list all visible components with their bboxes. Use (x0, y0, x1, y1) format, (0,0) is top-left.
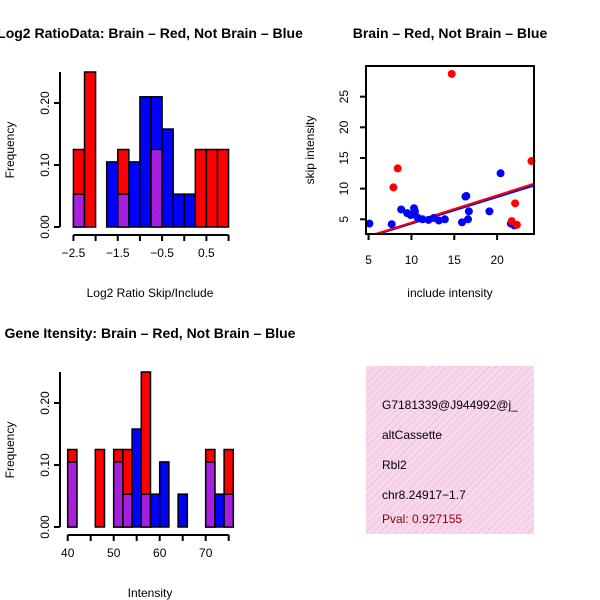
x-tick-label: 70 (199, 546, 213, 560)
histogram-bar (216, 148, 230, 228)
not-brain-point (458, 218, 466, 227)
intensity-hist-bars (66, 371, 235, 528)
histogram-overlap-bar (72, 193, 86, 228)
intensity-hist-ylabel: Frequency (3, 422, 17, 479)
not-brain-point (397, 205, 406, 214)
ratio-hist-ylabel: Frequency (3, 122, 17, 179)
scatter-ylabel: skip intensity (303, 116, 317, 185)
y-tick-label: 0.10 (38, 153, 52, 177)
x-tick-label: −2.5 (62, 246, 86, 260)
histogram-overlap-bar (66, 461, 78, 528)
y-tick-label: 0.20 (38, 391, 52, 415)
x-tick-label: 15 (448, 253, 462, 267)
histogram-bar (177, 493, 189, 528)
x-tick-label: 40 (61, 546, 75, 560)
not-brain-point (464, 215, 472, 224)
event-id-text: G7181339@J944992@j_ (382, 398, 518, 412)
ratio-hist-xlabel: Log2 Ratio Skip/Include (87, 286, 214, 300)
histogram-overlap-bar (204, 461, 216, 528)
y-tick-label: 0.00 (38, 215, 52, 239)
histogram-bar (94, 448, 106, 528)
location-text: chr8.24917−1.7 (382, 488, 466, 502)
scatter-title: Brain – Red, Not Brain – Blue (353, 25, 548, 41)
y-tick-label: 25 (337, 90, 351, 104)
scatter-frame (365, 65, 535, 235)
y-tick-label: 20 (337, 120, 351, 134)
intensity-scatter: Brain – Red, Not Brain – Blue include in… (303, 25, 547, 300)
histogram-overlap-bar (117, 193, 130, 228)
scatter-xlabel: include intensity (407, 286, 492, 300)
x-tick-label: 50 (107, 546, 121, 560)
not-brain-point (434, 216, 443, 225)
histogram-bar (194, 148, 208, 228)
not-brain-point (410, 207, 419, 216)
intensity-hist-axes: 0.00 0.10 0.20 40 50 60 70 (38, 372, 230, 560)
histogram-bar (205, 148, 219, 228)
intensity-hist-title: Gene Itensity: Brain – Red, Not Brain – … (5, 325, 296, 341)
not-brain-point (365, 219, 374, 228)
not-brain-point (464, 207, 473, 216)
ratio-histogram: Log2 RatioData: Brain – Red, Not Brain –… (0, 25, 303, 300)
gene-name-text: Rbl2 (382, 458, 407, 472)
y-tick-label: 15 (337, 151, 351, 165)
not-brain-point (440, 215, 449, 224)
x-tick-label: −0.5 (150, 246, 174, 260)
pval-text: Pval: 0.927155 (382, 512, 462, 526)
ratio-hist-axes: 0.00 0.10 0.20 −2.5 −1.5 −0.5 0.5 (38, 72, 230, 260)
y-tick-label: 0.10 (38, 453, 52, 477)
histogram-bar (139, 96, 152, 228)
x-tick-label: 5 (365, 253, 372, 267)
histogram-bar (128, 161, 141, 228)
x-tick-label: 0.5 (198, 246, 215, 260)
histogram-bar (183, 193, 197, 228)
scatter-fit-lines (372, 182, 534, 234)
not-brain-point (462, 191, 471, 200)
intensity-histogram: Gene Itensity: Brain – Red, Not Brain – … (3, 325, 296, 600)
x-tick-label: −1.5 (106, 246, 130, 260)
intensity-hist-xlabel: Intensity (128, 586, 173, 600)
histogram-overlap-bar (223, 493, 235, 528)
y-tick-label: 5 (337, 216, 351, 223)
brain-point (447, 69, 456, 78)
histogram-bar (158, 461, 170, 528)
brain-point (511, 199, 520, 208)
brain-point (512, 220, 521, 229)
histogram-overlap-bar (122, 493, 133, 528)
histogram-bar (131, 428, 143, 528)
histogram-overlap-bar (140, 493, 152, 528)
histogram-bar (105, 161, 119, 228)
histogram-bar (172, 193, 185, 228)
ratio-hist-bars (72, 71, 230, 228)
y-tick-label: 10 (337, 182, 351, 196)
y-tick-label: 0.20 (38, 91, 52, 115)
histogram-bar (83, 71, 97, 228)
x-tick-label: 20 (490, 253, 504, 267)
event-info-panel: G7181339@J944992@j_ altCassette Rbl2 chr… (366, 366, 534, 534)
scatter-axes: 5 10 15 20 5 10 15 20 25 (337, 65, 535, 267)
brain-point (393, 164, 402, 173)
fit-line (372, 182, 534, 234)
histogram-bar (214, 493, 225, 528)
event-type-text: altCassette (382, 428, 442, 442)
histogram-bar (149, 493, 161, 528)
histogram-overlap-bar (112, 461, 124, 528)
brain-point (389, 183, 398, 192)
not-brain-point (485, 207, 494, 216)
histogram-bar (161, 128, 174, 228)
info-panel-background (366, 366, 534, 534)
not-brain-point (418, 215, 427, 224)
ratio-hist-title: Log2 RatioData: Brain – Red, Not Brain –… (0, 25, 303, 41)
not-brain-point (387, 220, 396, 229)
y-tick-label: 0.00 (38, 515, 52, 539)
x-tick-label: 60 (153, 546, 167, 560)
histogram-overlap-bar (150, 148, 163, 228)
scatter-points (365, 69, 536, 230)
not-brain-point (496, 169, 505, 178)
x-tick-label: 10 (405, 253, 419, 267)
